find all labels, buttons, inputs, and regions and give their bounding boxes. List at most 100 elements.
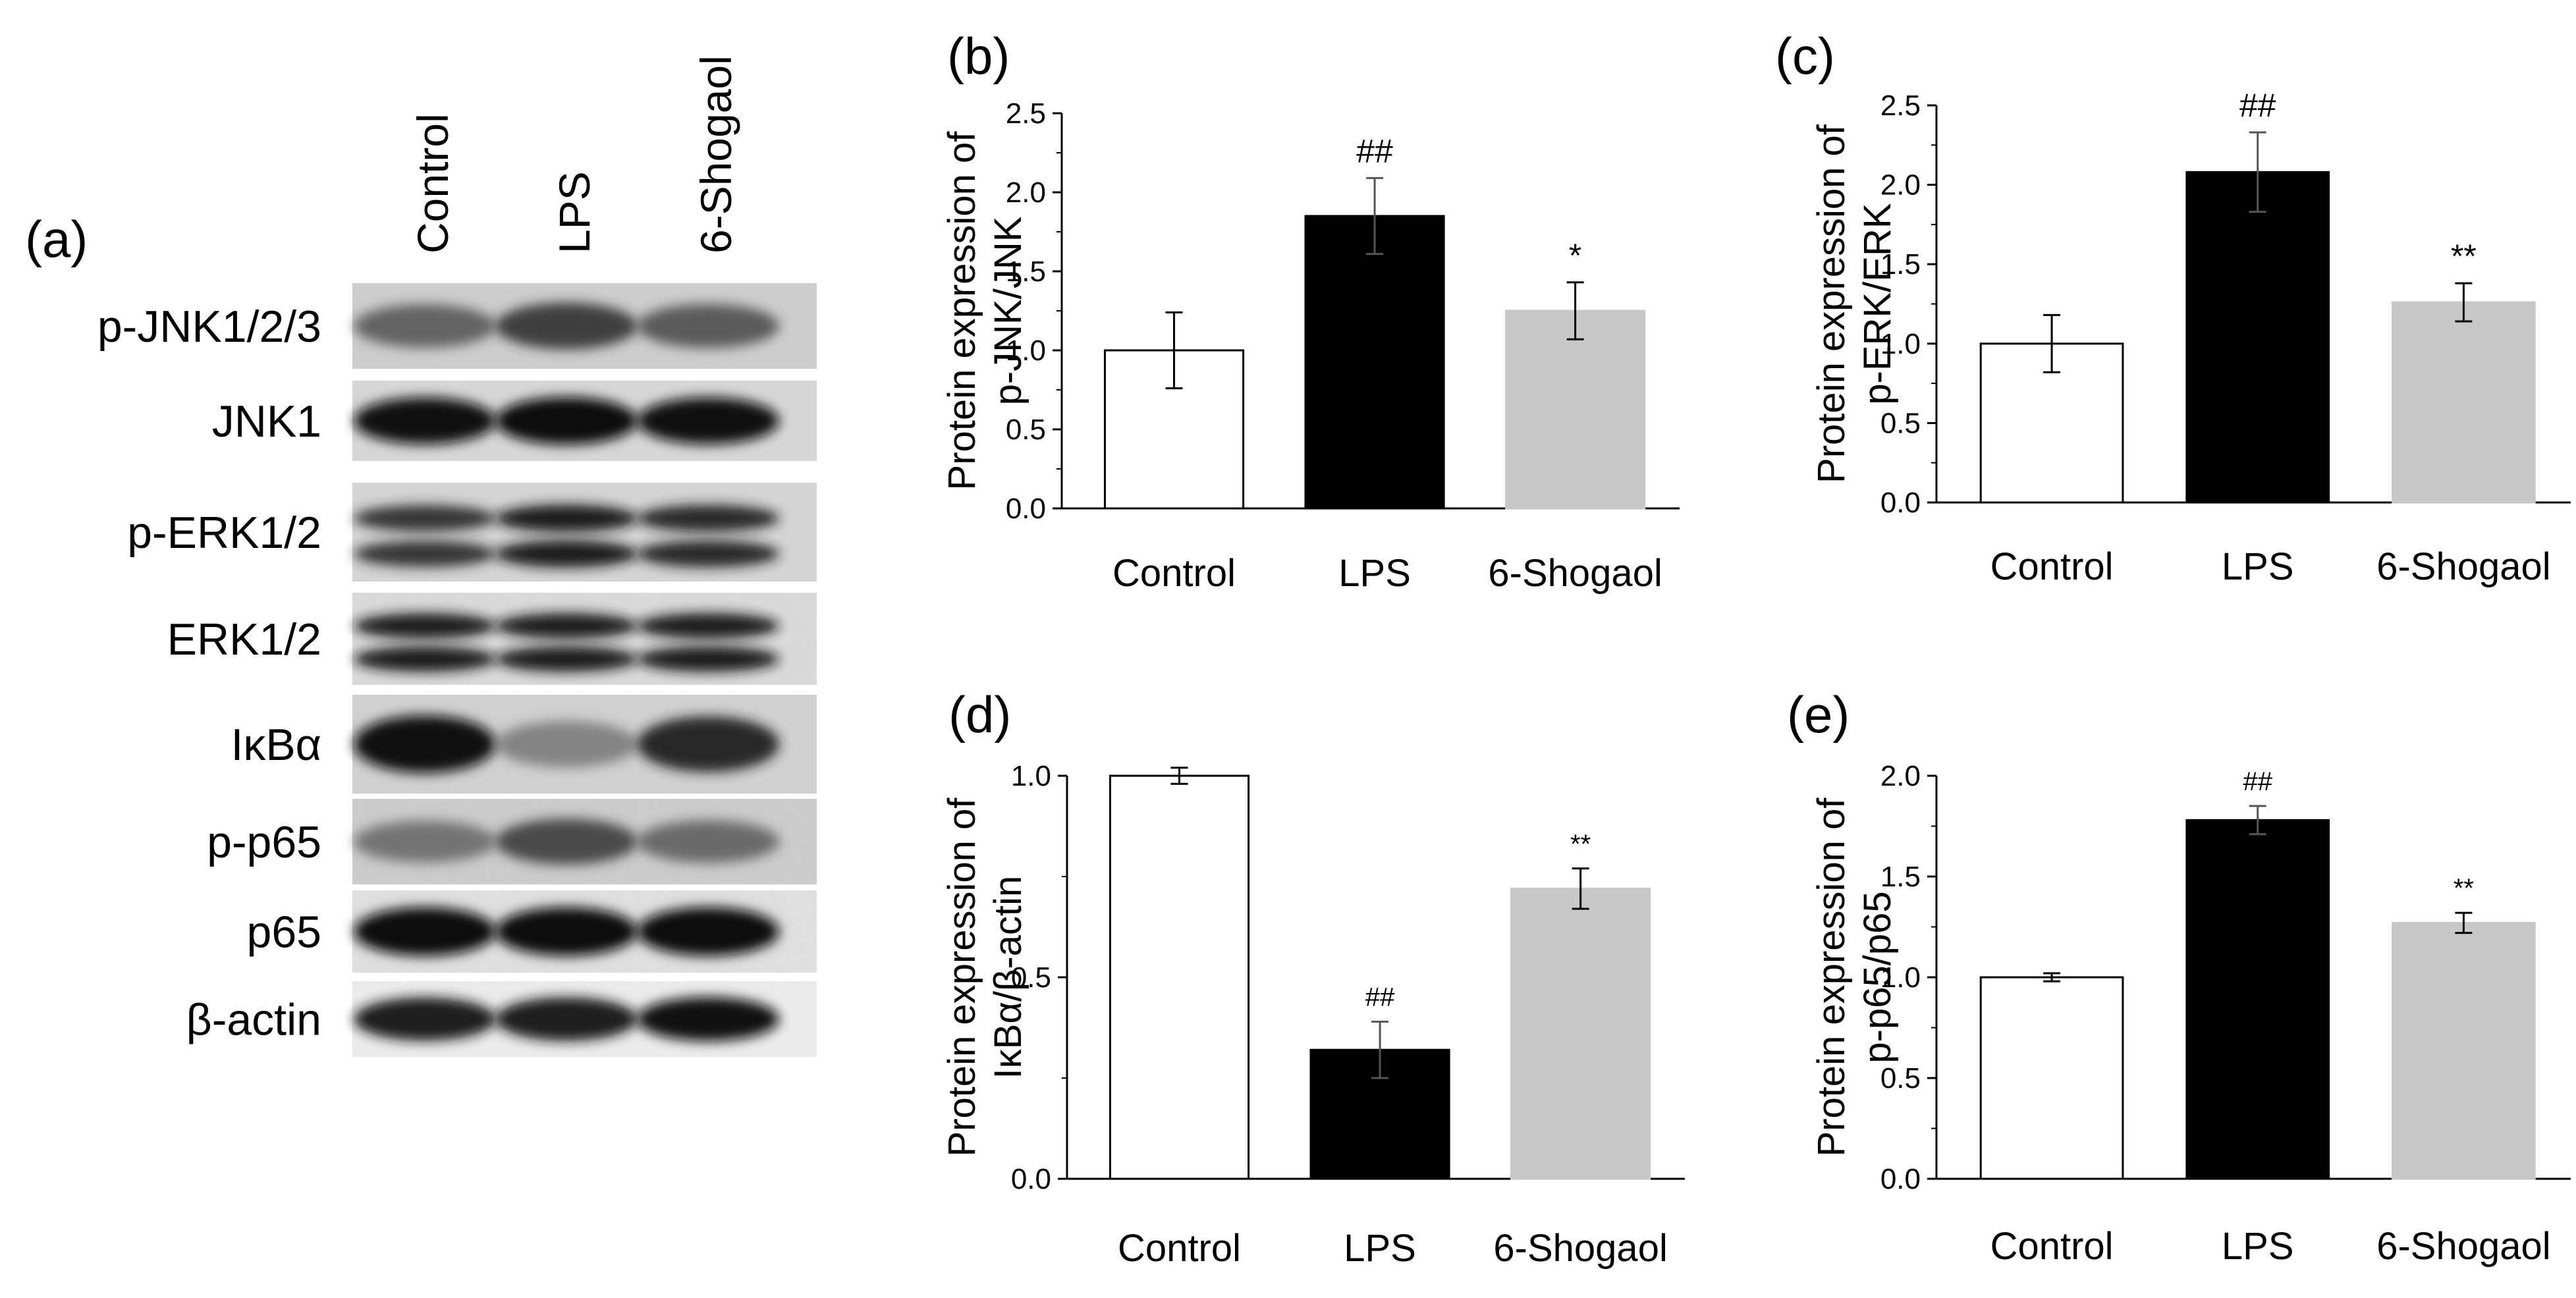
band-6-shogaol [637, 996, 779, 1042]
blot-strips: p-JNK1/2/3 JNK1 p-ERK1/2 ERK1/2 IκBα p-p65 p65… [97, 283, 817, 1057]
lane-label-6-shogaol: 6-Shogaol [692, 55, 740, 254]
y-axis-title: Protein expression ofp-ERK/ERK [1810, 124, 1899, 483]
band-control-2 [354, 540, 496, 568]
y-axis-title-line: p-ERK/ERK [1856, 203, 1899, 405]
y-tick-label: 1.0 [1880, 961, 1921, 994]
panel-a-letter: (a) [25, 210, 88, 268]
band-6-shogaol-2 [637, 540, 779, 568]
band-lps [495, 720, 638, 768]
band-lps-1 [495, 504, 638, 532]
y-tick-label: 2.0 [1006, 176, 1046, 209]
band-lps [495, 302, 638, 350]
y-tick-label: 0.5 [1880, 407, 1921, 439]
category-label-6-shogaol: 6-Shogaol [1493, 1227, 1667, 1270]
y-tick-label: 2.5 [1880, 90, 1921, 122]
category-label-6-shogaol: 6-Shogaol [2376, 1225, 2550, 1268]
bar-control [1979, 976, 2124, 1180]
blot-strip-p-p65: p-p65 [207, 799, 817, 884]
y-tick-label: 1.0 [1006, 335, 1046, 367]
error-bar-lps [2249, 131, 2266, 213]
band-lps-1 [495, 613, 638, 639]
significance-6-shogaol: ** [2451, 238, 2477, 275]
band-control [354, 715, 496, 773]
blot-label-jnk1: JNK1 [212, 396, 321, 446]
y-axis-title-line: Protein expression of [941, 798, 983, 1157]
significance-6-shogaol: ** [1570, 830, 1591, 859]
y-tick-label: 1.5 [1006, 256, 1046, 288]
significance-6-shogaol: * [1569, 237, 1581, 274]
chart-c-p-erk-erk: (c) Protein expression ofp-ERK/ERK 0.0 0.5 1… [1775, 27, 2571, 588]
band-6-shogaol [637, 304, 779, 348]
significance-lps: ## [1365, 983, 1395, 1012]
band-6-shogaol [637, 716, 779, 772]
y-tick-label: 2.0 [1880, 169, 1921, 202]
y-axis-title-line: Protein expression of [1810, 798, 1853, 1157]
significance-6-shogaol: ** [2453, 874, 2474, 903]
y-axis-title: Protein expression ofp-p65/p65 [1810, 798, 1899, 1157]
panel-letter: (c) [1775, 27, 1835, 85]
error-bar-lps [1371, 1020, 1389, 1079]
band-lps [495, 997, 638, 1041]
blot-strip-p65: p65 [247, 890, 817, 973]
error-bar-6-shogaol [2455, 282, 2473, 323]
panel-letter: (d) [948, 686, 1011, 744]
band-control [354, 821, 496, 863]
chart-b-p-jnk-jnk: (b)Protein expression ofp-JNK/JNK0.00.51… [941, 27, 1680, 595]
band-lps [495, 819, 638, 865]
error-bar-control [2043, 313, 2061, 373]
y-axis-title-line: p-p65/p65 [1856, 891, 1899, 1063]
y-axis-title-line: IκBα/β-actin [987, 876, 1029, 1079]
band-6-shogaol [637, 820, 779, 863]
y-tick-label: 1.5 [1880, 861, 1921, 893]
blot-strip-erk1-2: ERK1/2 [167, 593, 817, 685]
blot-label-p-p65: p-p65 [207, 817, 321, 867]
band-lps-2 [495, 540, 638, 568]
blot-label-beta-actin: β-actin [186, 995, 321, 1045]
panel-a-western-blot: (a) Control LPS 6-Shogaol p-JNK1/2/3JNK1p-… [25, 55, 817, 1057]
error-bar-control [1165, 311, 1183, 390]
y-axis-title-line: Protein expression of [941, 131, 983, 491]
band-lps [495, 907, 638, 956]
significance-lps: ## [2243, 767, 2273, 796]
blot-strip-beta-actin: β-actin [186, 981, 817, 1057]
category-label-control: Control [1990, 1225, 2114, 1268]
band-6-shogaol [637, 907, 779, 956]
y-tick-label: 2.5 [1006, 97, 1046, 130]
y-tick-label: 0.0 [1880, 1163, 1921, 1195]
panel-letter: (b) [947, 27, 1010, 85]
lane-labels: Control LPS 6-Shogaol [408, 55, 740, 254]
bar-6-shogaol [1505, 310, 1646, 510]
y-tick-label: 1.0 [1880, 328, 1921, 360]
y-tick-label: 0.0 [1011, 1163, 1051, 1195]
blot-strip-p-jnk1-2-3: p-JNK1/2/3 [97, 283, 817, 369]
lane-label-control: Control [408, 113, 457, 254]
category-label-6-shogaol: 6-Shogaol [1488, 552, 1662, 595]
blot-label-ikba: IκBα [231, 720, 321, 770]
blot-label-p-jnk1-2-3: p-JNK1/2/3 [97, 302, 321, 352]
band-6-shogaol-2 [637, 646, 779, 672]
y-tick-label: 1.5 [1880, 248, 1921, 281]
bar-control [1109, 774, 1250, 1180]
bar-lps [2185, 819, 2330, 1180]
y-axis-title-line: Protein expression of [1810, 124, 1853, 483]
error-bar-6-shogaol [1566, 281, 1584, 340]
category-label-lps: LPS [2222, 545, 2294, 588]
blot-strip-ikba: IκBα [231, 695, 817, 794]
error-bar-control [1170, 767, 1188, 785]
bar-6-shogaol [2392, 301, 2536, 504]
lane-label-lps: LPS [550, 171, 599, 254]
category-label-lps: LPS [1338, 552, 1411, 595]
chart-e-p-p65-p65: (e) Protein expression ofp-p65/p65 0.0 0.5 1… [1787, 686, 2571, 1268]
bar-lps [1304, 215, 1445, 510]
y-tick-label: 0.0 [1006, 493, 1046, 525]
blot-label-p-erk1-2: p-ERK1/2 [127, 508, 321, 558]
y-tick-label: 2.0 [1880, 760, 1921, 792]
category-label-lps: LPS [1344, 1227, 1416, 1270]
y-tick-label: 0.0 [1880, 487, 1921, 519]
band-control-1 [354, 613, 496, 639]
band-6-shogaol-1 [637, 612, 779, 639]
band-lps-2 [495, 646, 638, 672]
bar-lps [2185, 171, 2330, 504]
band-control [354, 997, 496, 1041]
y-tick-label: 0.5 [1011, 961, 1051, 994]
